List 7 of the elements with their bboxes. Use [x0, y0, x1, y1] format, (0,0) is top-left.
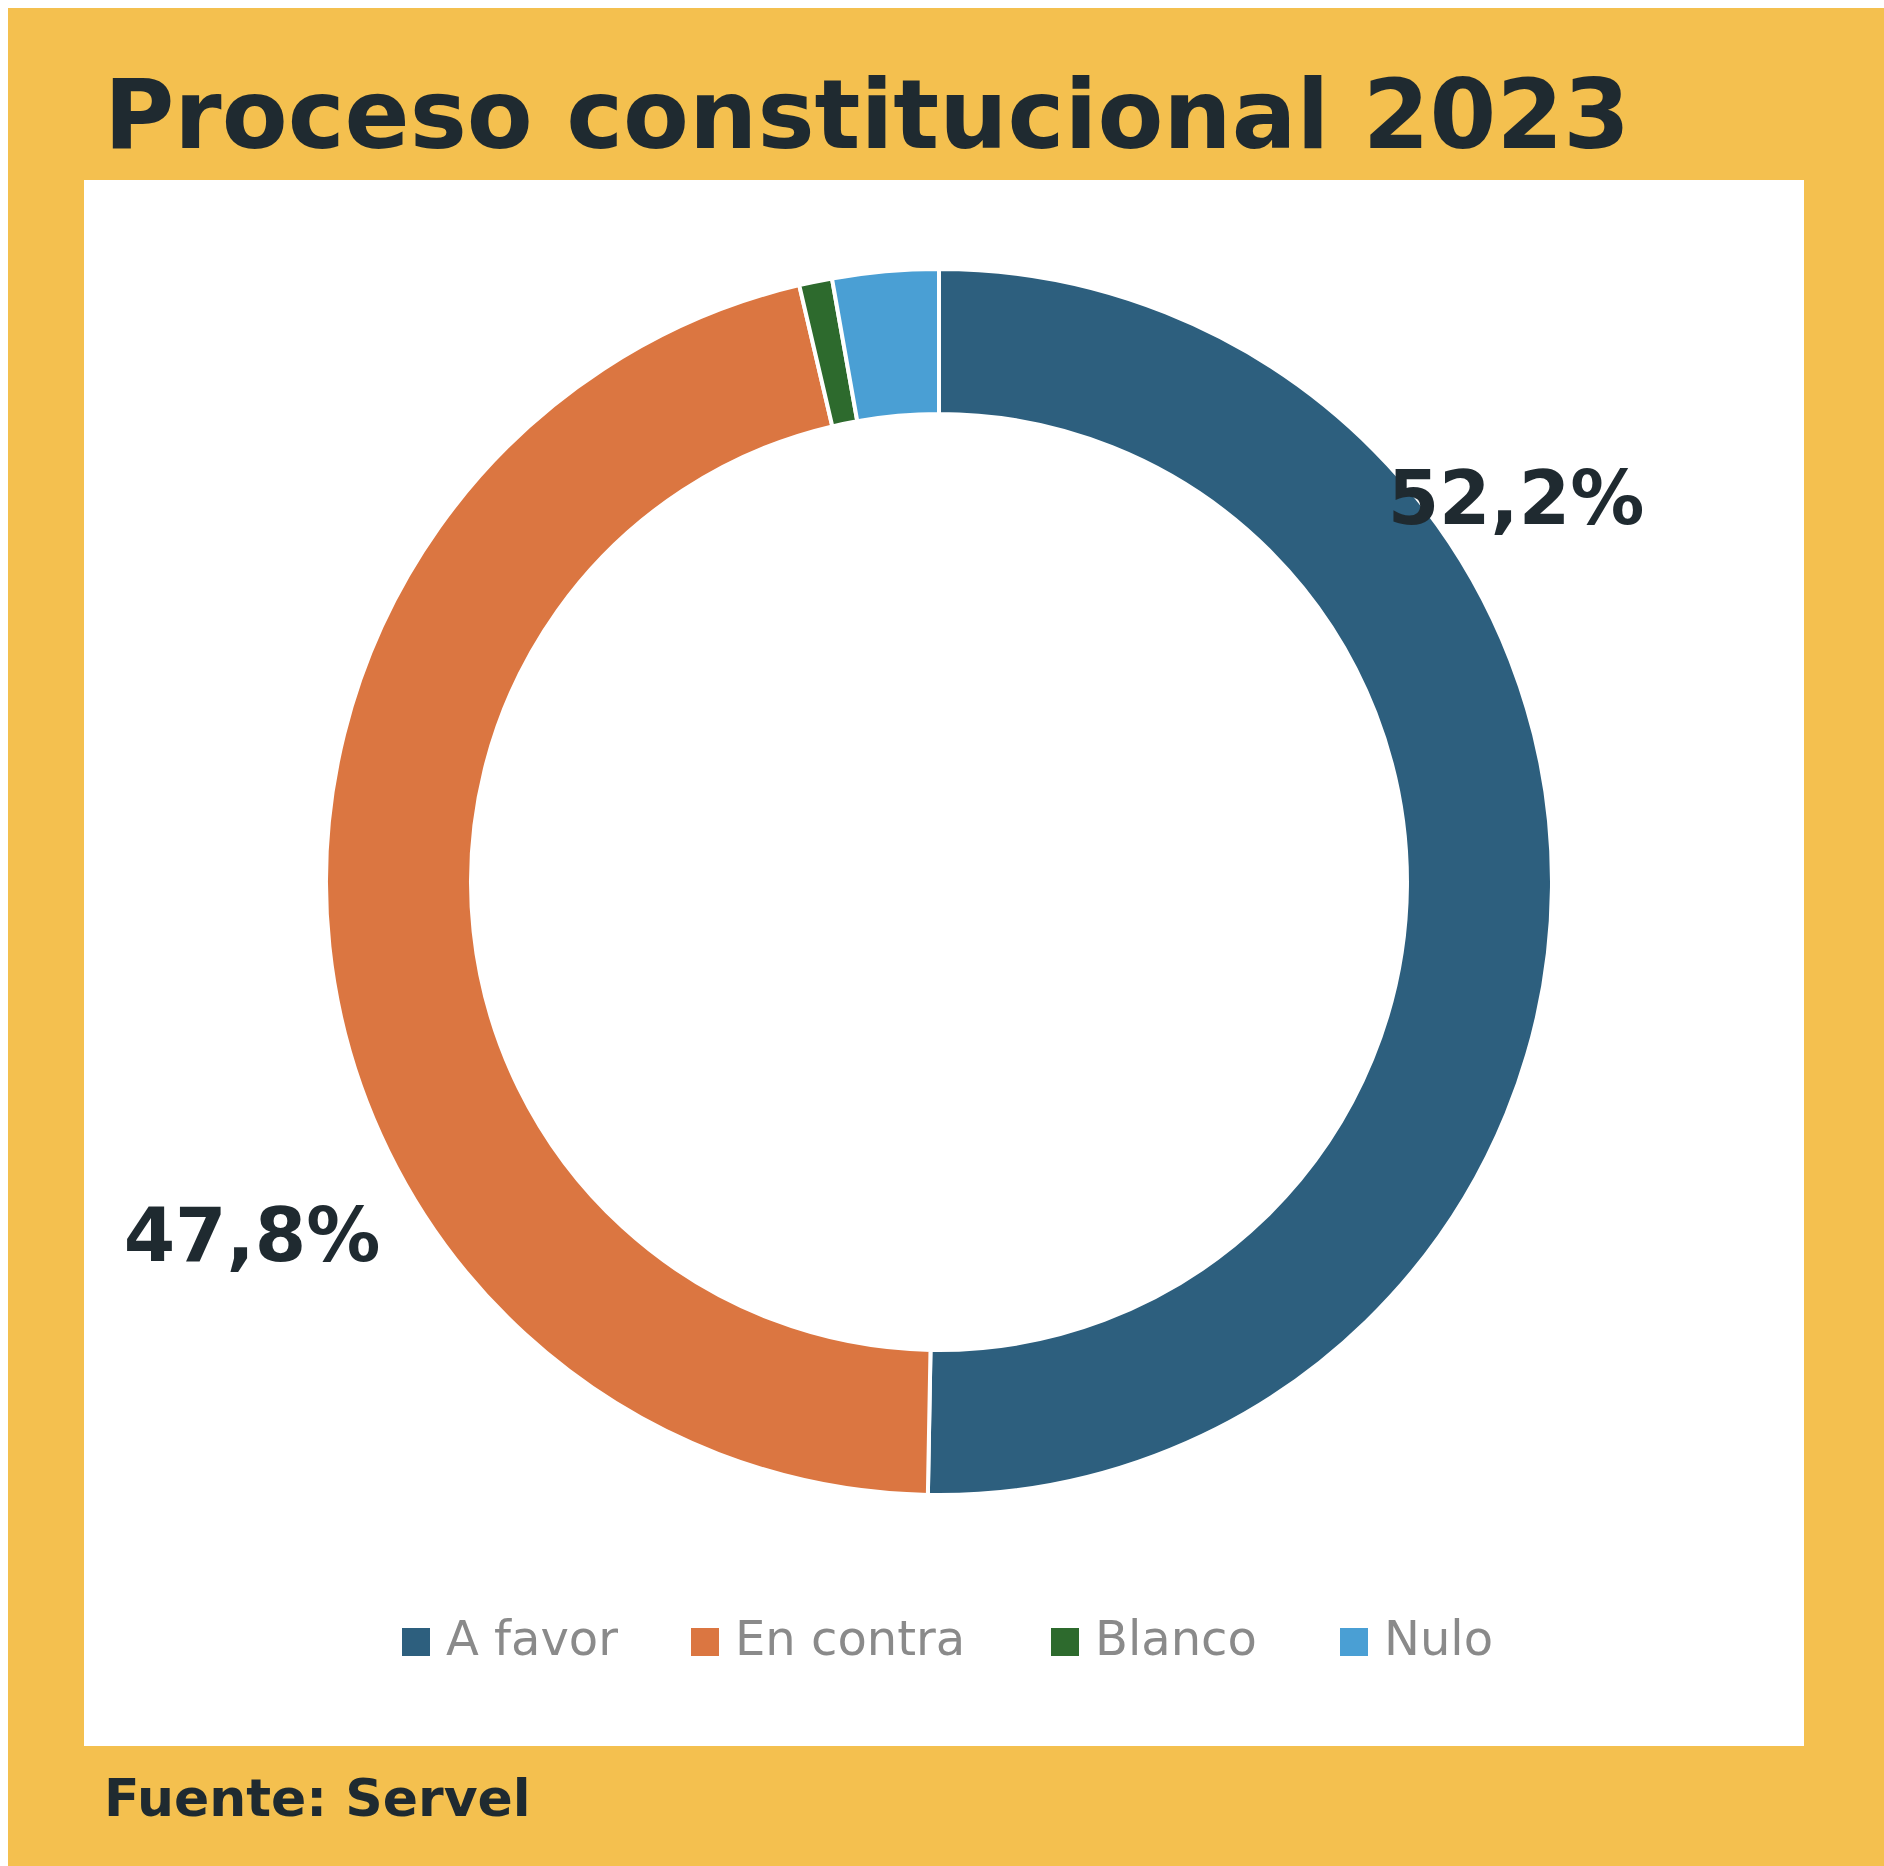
legend-label: A favor: [446, 1610, 619, 1666]
source-note: Fuente: Servel: [104, 1768, 531, 1828]
chart-title: Proceso constitucional 2023: [104, 59, 1630, 171]
data-label: 47,8%: [123, 1191, 381, 1278]
legend-label: Nulo: [1384, 1610, 1494, 1666]
legend-label: En contra: [735, 1610, 966, 1666]
legend-label: Blanco: [1095, 1610, 1257, 1666]
